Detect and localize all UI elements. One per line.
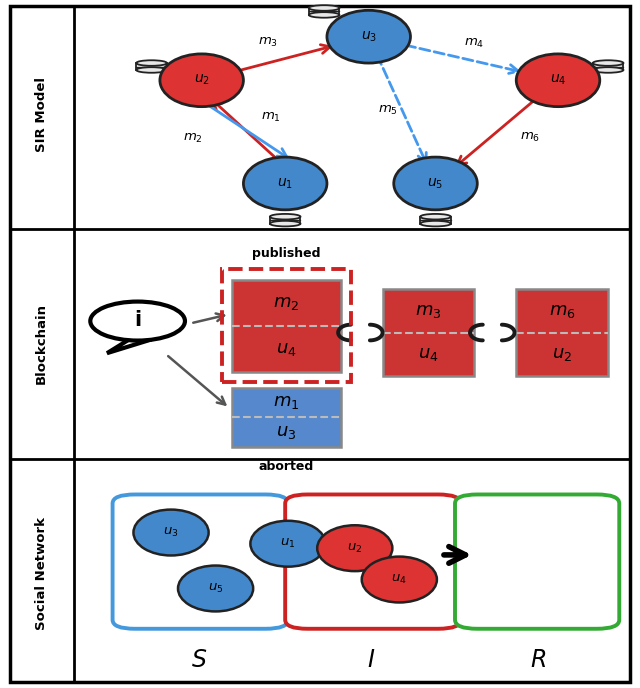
Text: $u_{3}$: $u_{3}$ [163,526,179,539]
Text: aborted: aborted [259,460,314,473]
Text: $u_{5}$: $u_{5}$ [208,582,223,595]
Ellipse shape [420,221,451,226]
Ellipse shape [160,54,243,107]
Text: $u_{1}$: $u_{1}$ [277,176,293,191]
Text: $u_{3}$: $u_{3}$ [276,423,297,441]
Text: $m_{6}$: $m_{6}$ [520,131,540,144]
Circle shape [90,301,185,341]
Ellipse shape [270,221,301,226]
Text: $u_{2}$: $u_{2}$ [552,345,572,363]
Text: $u_{2}$: $u_{2}$ [347,541,362,555]
Ellipse shape [317,525,392,571]
FancyBboxPatch shape [232,387,341,447]
FancyBboxPatch shape [309,8,339,15]
Ellipse shape [270,214,301,219]
FancyBboxPatch shape [420,217,451,224]
Ellipse shape [309,6,339,11]
FancyBboxPatch shape [285,495,461,629]
Ellipse shape [362,557,437,603]
Text: $u_{4}$: $u_{4}$ [276,340,297,358]
Ellipse shape [250,521,326,567]
Text: published: published [252,247,321,260]
Ellipse shape [394,157,477,210]
Ellipse shape [593,61,623,66]
Polygon shape [107,339,152,353]
FancyBboxPatch shape [232,280,341,372]
Text: $m_{1}$: $m_{1}$ [273,394,300,411]
Ellipse shape [327,10,410,63]
FancyBboxPatch shape [136,63,167,70]
Text: $m_{3}$: $m_{3}$ [415,302,442,320]
Ellipse shape [136,67,167,73]
Text: $m_{1}$: $m_{1}$ [261,110,281,124]
Ellipse shape [593,67,623,73]
Ellipse shape [516,54,600,107]
Text: SIR Model: SIR Model [35,77,48,152]
Ellipse shape [178,566,253,612]
Ellipse shape [309,12,339,18]
Text: Blockchain: Blockchain [35,303,48,385]
Text: $u_{4}$: $u_{4}$ [550,73,566,87]
Text: $m_{4}$: $m_{4}$ [465,37,484,50]
Text: $I$: $I$ [367,649,376,671]
Ellipse shape [243,157,327,210]
Text: $u_{2}$: $u_{2}$ [194,73,210,87]
Text: $\mathbf{i}$: $\mathbf{i}$ [134,310,141,330]
Text: $m_{5}$: $m_{5}$ [378,103,398,117]
FancyBboxPatch shape [383,289,474,376]
FancyBboxPatch shape [270,217,301,224]
Text: $u_{1}$: $u_{1}$ [280,537,296,550]
Ellipse shape [420,214,451,219]
FancyBboxPatch shape [455,495,620,629]
Text: $m_{3}$: $m_{3}$ [259,36,278,49]
Text: $u_{5}$: $u_{5}$ [428,176,444,191]
FancyBboxPatch shape [593,63,623,70]
Ellipse shape [136,61,167,66]
Ellipse shape [134,510,209,555]
FancyBboxPatch shape [113,495,288,629]
Text: $m_{6}$: $m_{6}$ [549,302,575,320]
Text: $m_{2}$: $m_{2}$ [184,132,204,145]
FancyBboxPatch shape [516,289,608,376]
Text: $u_{4}$: $u_{4}$ [418,345,439,363]
Text: $m_{2}$: $m_{2}$ [273,294,300,312]
Text: Social Network: Social Network [35,517,48,630]
Text: $S$: $S$ [191,649,207,671]
Text: $R$: $R$ [531,649,547,671]
Text: $u_{3}$: $u_{3}$ [360,30,377,44]
Text: $u_{4}$: $u_{4}$ [392,573,407,586]
